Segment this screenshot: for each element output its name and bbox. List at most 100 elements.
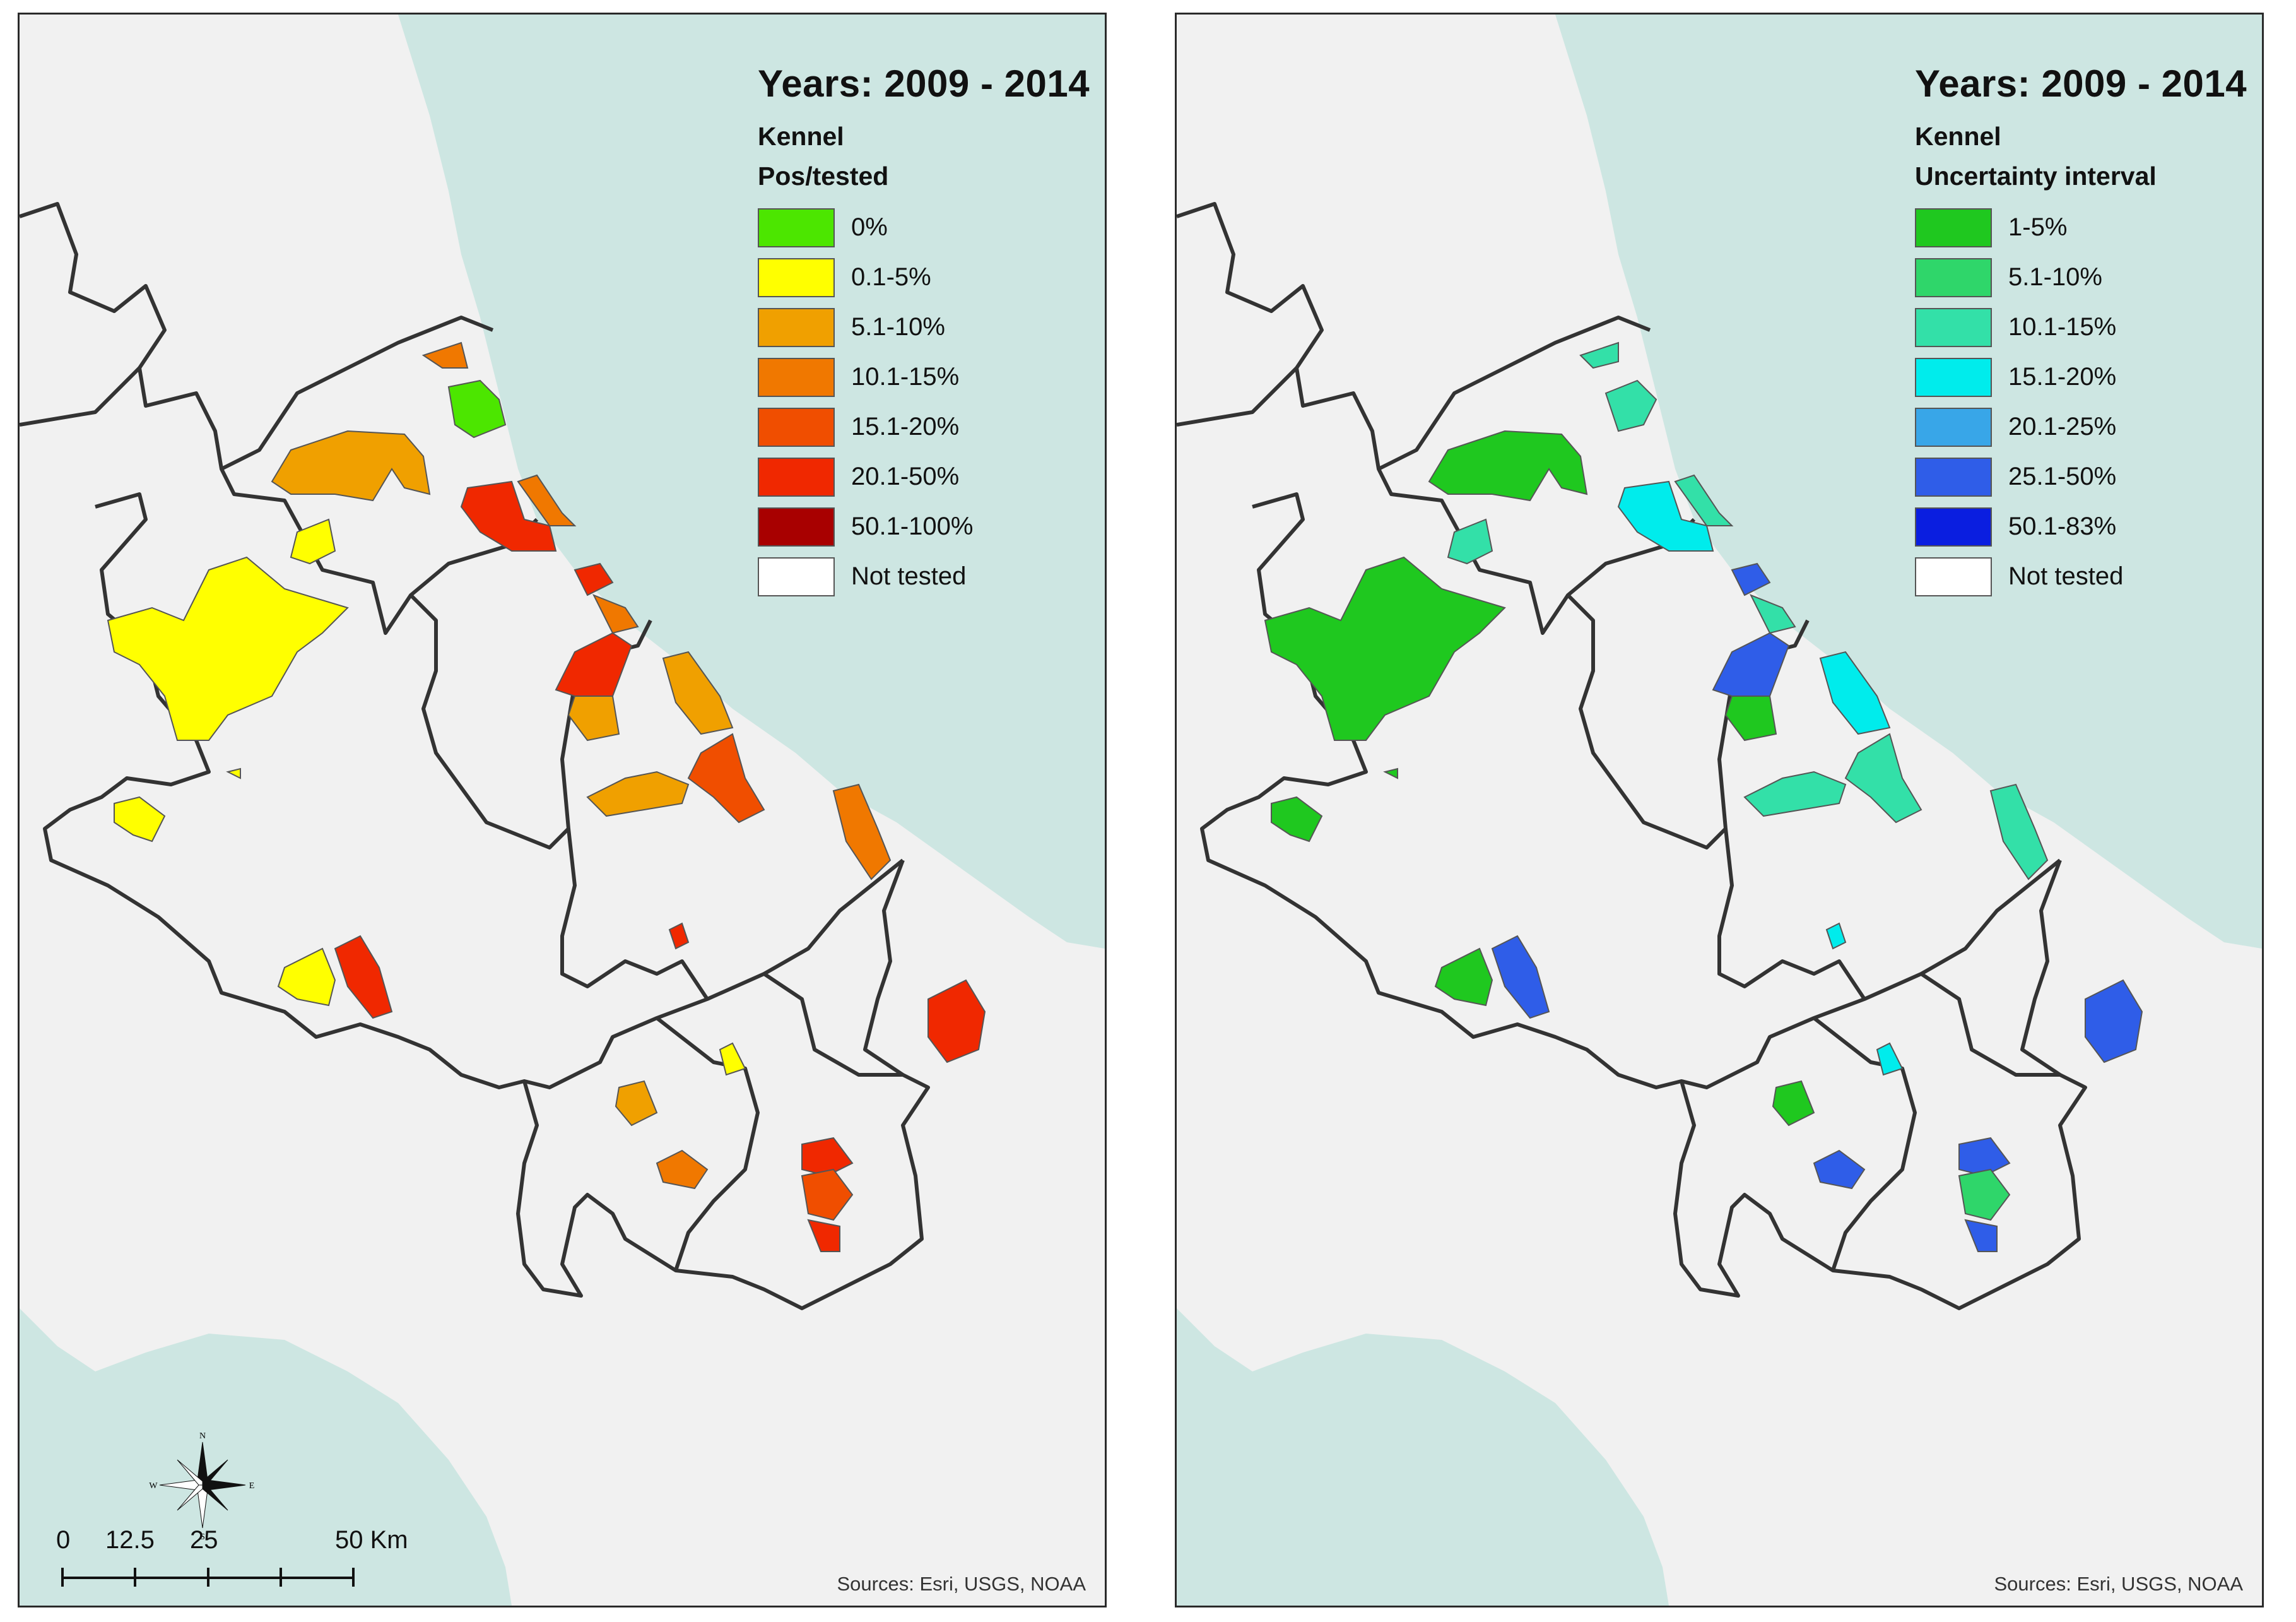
municipality-20-50pct xyxy=(807,1219,840,1252)
legend-item: Not tested xyxy=(758,552,1086,601)
legend-swatch xyxy=(758,507,835,547)
municipality-10-15pct xyxy=(656,1149,709,1190)
municipality-1-5pct xyxy=(1383,767,1398,779)
region-boundaries xyxy=(1177,202,2087,1310)
map-panel-uncertainty: Years: 2009 - 2014 Kennel Uncertainty in… xyxy=(1175,13,2264,1607)
legend-swatch xyxy=(1915,507,1992,547)
municipality-0pct xyxy=(447,379,507,439)
municipality-10-15pct xyxy=(832,783,892,880)
municipality-0-5pct xyxy=(226,767,241,779)
legend-items: 1-5% 5.1-10% 10.1-15% 15.1-20% 20.1-25% … xyxy=(1915,203,2243,601)
legend-item: 50.1-100% xyxy=(758,502,1086,552)
legend-item: 0.1-5% xyxy=(758,252,1086,302)
compass-rose-icon: N S E W xyxy=(149,1431,255,1542)
legend-item: 1-5% xyxy=(1915,203,2243,252)
legend-item: 15.1-20% xyxy=(1915,352,2243,402)
legend-label: 15.1-20% xyxy=(2008,363,2117,391)
municipality-1-5pct xyxy=(1264,556,1506,741)
municipality-10-15pct xyxy=(1604,379,1657,432)
scale-label-25: 25 xyxy=(190,1526,218,1554)
legend-label: 20.1-50% xyxy=(851,463,960,490)
municipality-0-5pct xyxy=(277,947,336,1007)
municipality-5-10pct xyxy=(1958,1168,2011,1221)
municipality-5-10pct xyxy=(662,651,734,735)
legend-label: 50.1-100% xyxy=(851,512,974,540)
legend-item: 50.1-83% xyxy=(1915,502,2243,552)
adriatic-sea xyxy=(1555,15,2262,949)
scale-bar: 0 12.5 25 50 Km xyxy=(38,1526,408,1602)
municipality-1-5pct xyxy=(1271,796,1323,843)
compass-north: N xyxy=(199,1431,206,1441)
municipality-20-50pct xyxy=(801,1137,854,1177)
map-sources: Sources: Esri, USGS, NOAA xyxy=(1994,1573,2244,1595)
legend-swatch xyxy=(758,557,835,596)
legend-item: 5.1-10% xyxy=(758,302,1086,352)
legend-label: 0% xyxy=(851,213,888,241)
legend-swatch xyxy=(758,357,835,397)
municipality-5-10pct xyxy=(271,430,431,502)
municipality-10-15pct xyxy=(1989,783,2049,880)
compass-east: E xyxy=(249,1481,255,1491)
scale-tick xyxy=(61,1568,64,1587)
scale-label-50: 50 Km xyxy=(335,1526,408,1554)
municipality-0-5pct xyxy=(114,796,166,843)
scale-tick xyxy=(207,1568,209,1587)
municipality-0-5pct xyxy=(719,1042,746,1076)
legend-swatch xyxy=(758,457,835,497)
municipalities xyxy=(107,341,986,1252)
legend-label: 0.1-5% xyxy=(851,263,931,291)
map-sources: Sources: Esri, USGS, NOAA xyxy=(837,1573,1086,1595)
municipality-15-20pct xyxy=(1617,480,1714,552)
map-canvas xyxy=(1177,15,2262,1606)
scale-label-0: 0 xyxy=(56,1526,71,1554)
adriatic-sea xyxy=(398,15,1105,949)
legend: Years: 2009 - 2014 Kennel Pos/tested 0% … xyxy=(758,62,1090,601)
municipality-5-10pct xyxy=(586,771,690,817)
municipality-1-5pct xyxy=(1772,1080,1815,1127)
legend-item: 20.1-25% xyxy=(1915,402,2243,452)
scale-tick xyxy=(352,1568,355,1587)
municipality-15-20pct xyxy=(801,1168,854,1221)
municipality-0-5pct xyxy=(107,556,349,741)
legend-title: Years: 2009 - 2014 xyxy=(1915,62,2247,105)
compass-south: S xyxy=(200,1532,205,1542)
legend-item: 10.1-15% xyxy=(758,352,1086,402)
legend-item: 5.1-10% xyxy=(1915,252,2243,302)
legend-label: 25.1-50% xyxy=(2008,463,2117,490)
legend-item: 15.1-20% xyxy=(758,402,1086,452)
municipality-10-15pct xyxy=(1579,341,1619,369)
municipality-10-15pct xyxy=(1447,518,1493,565)
municipality-15-20pct xyxy=(1825,922,1847,950)
legend-label: 5.1-10% xyxy=(851,313,945,341)
scale-tick xyxy=(134,1568,136,1587)
municipality-5-10pct xyxy=(615,1080,658,1127)
legend-swatch xyxy=(1915,208,1992,247)
legend-label: 50.1-83% xyxy=(2008,512,2117,540)
municipality-25-50pct xyxy=(1958,1137,2011,1177)
municipality-10-15pct xyxy=(1674,474,1734,526)
municipality-20-50pct xyxy=(668,922,690,950)
municipality-15-20pct xyxy=(1819,651,1891,735)
legend-swatch xyxy=(1915,407,1992,447)
legend-items: 0% 0.1-5% 5.1-10% 10.1-15% 15.1-20% 20.1… xyxy=(758,203,1086,601)
legend-label: 10.1-15% xyxy=(2008,313,2117,341)
legend-swatch xyxy=(758,258,835,297)
legend-swatch xyxy=(758,208,835,247)
legend-label: 5.1-10% xyxy=(2008,263,2102,291)
scale-label-12-5: 12.5 xyxy=(105,1526,155,1554)
municipalities xyxy=(1264,341,2143,1252)
legend-item: 25.1-50% xyxy=(1915,452,2243,502)
legend-swatch xyxy=(758,307,835,347)
legend-label: Not tested xyxy=(2008,562,2124,590)
tyrrhenian-sea xyxy=(1177,1308,1669,1606)
compass-west: W xyxy=(149,1481,158,1491)
municipality-10-15pct xyxy=(517,474,577,526)
municipality-25-50pct xyxy=(1491,935,1550,1019)
legend-subtitle: Kennel xyxy=(1915,122,2001,151)
municipality-10-15pct xyxy=(1743,771,1847,817)
municipality-0-5pct xyxy=(290,518,336,565)
legend-item: Not tested xyxy=(1915,552,2243,601)
map-panel-pos-tested: Years: 2009 - 2014 Kennel Pos/tested 0% … xyxy=(18,13,1107,1607)
legend-swatch xyxy=(758,407,835,447)
municipality-25-50pct xyxy=(1964,1219,1998,1252)
